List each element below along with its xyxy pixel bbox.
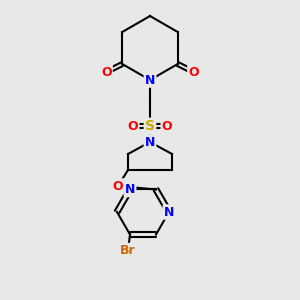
Text: O: O [128,119,138,133]
Text: S: S [145,119,155,133]
Text: N: N [164,206,174,218]
Text: N: N [145,136,155,148]
Text: N: N [145,74,155,86]
Text: O: O [162,119,172,133]
Text: N: N [125,183,135,196]
Text: Br: Br [120,244,136,257]
Text: O: O [113,179,123,193]
Text: O: O [101,65,112,79]
Text: O: O [188,65,199,79]
